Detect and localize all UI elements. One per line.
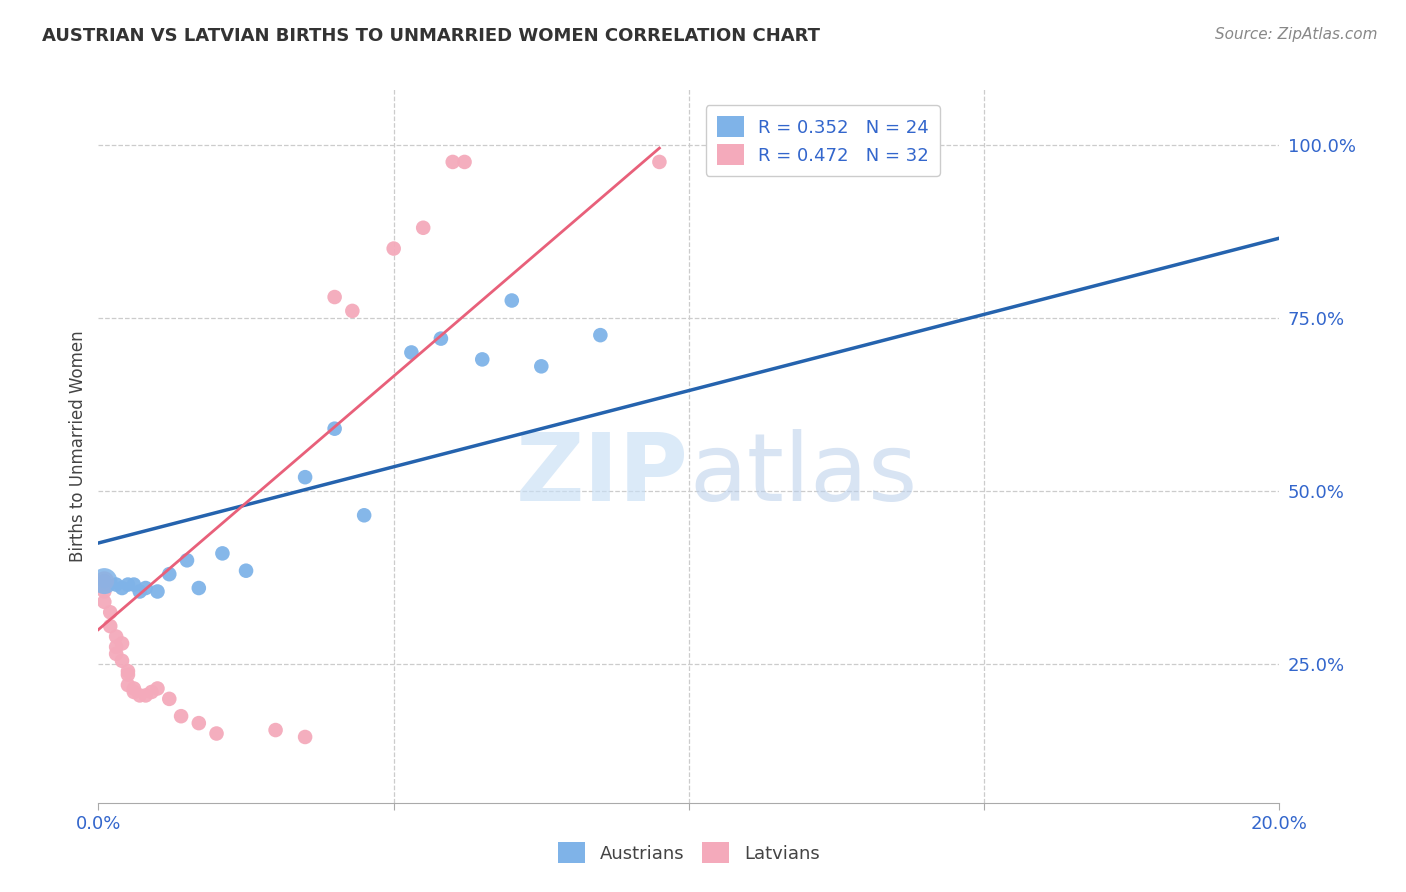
Point [157, 691, 180, 706]
Y-axis label: Births to Unmarried Women: Births to Unmarried Women [69, 330, 87, 562]
Point [501, 293, 523, 308]
Point [855, 155, 877, 169]
Point [117, 667, 139, 681]
Text: AUSTRIAN VS LATVIAN BIRTHS TO UNMARRIED WOMEN CORRELATION CHART: AUSTRIAN VS LATVIAN BIRTHS TO UNMARRIED … [42, 27, 820, 45]
Point [648, 155, 671, 169]
Point [135, 581, 157, 595]
Point [264, 723, 287, 737]
Point [93, 584, 115, 599]
Point [205, 726, 228, 740]
Point [111, 636, 134, 650]
Text: Source: ZipAtlas.com: Source: ZipAtlas.com [1215, 27, 1378, 42]
Point [453, 155, 475, 169]
Point [105, 577, 128, 591]
Point [93, 574, 115, 588]
Point [128, 689, 150, 703]
Point [589, 328, 612, 343]
Point [105, 647, 128, 661]
Point [141, 685, 163, 699]
Point [430, 332, 453, 346]
Point [441, 155, 464, 169]
Point [93, 574, 115, 588]
Point [294, 470, 316, 484]
Point [146, 681, 169, 696]
Point [235, 564, 257, 578]
Point [93, 574, 115, 588]
Point [135, 689, 157, 703]
Point [105, 640, 128, 654]
Point [530, 359, 553, 374]
Point [128, 584, 150, 599]
Point [401, 345, 423, 359]
Point [117, 678, 139, 692]
Point [294, 730, 316, 744]
Point [323, 290, 346, 304]
Point [412, 220, 434, 235]
Point [737, 152, 759, 166]
Point [323, 422, 346, 436]
Point [111, 654, 134, 668]
Text: ZIP: ZIP [516, 428, 689, 521]
Point [471, 352, 494, 367]
Point [105, 630, 128, 644]
Point [187, 716, 209, 731]
Text: atlas: atlas [689, 428, 917, 521]
Point [122, 685, 145, 699]
Point [211, 546, 233, 560]
Point [353, 508, 375, 523]
Point [342, 304, 364, 318]
Point [187, 581, 209, 595]
Point [146, 584, 169, 599]
Point [93, 595, 115, 609]
Point [122, 681, 145, 696]
Point [122, 577, 145, 591]
Point [98, 619, 121, 633]
Point [170, 709, 193, 723]
Point [117, 664, 139, 678]
Point [111, 581, 134, 595]
Point [98, 605, 121, 619]
Point [93, 574, 115, 588]
Legend: Austrians, Latvians: Austrians, Latvians [550, 833, 828, 872]
Point [117, 577, 139, 591]
Point [382, 242, 405, 256]
Point [176, 553, 198, 567]
Point [157, 567, 180, 582]
